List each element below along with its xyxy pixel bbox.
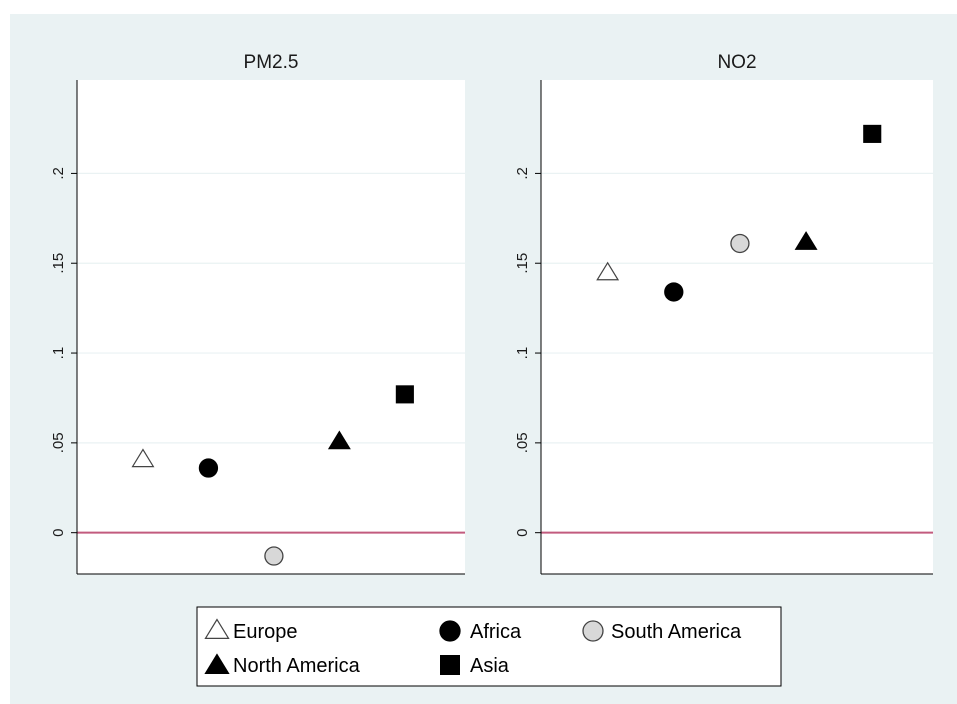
y-tick-label: .1 — [50, 347, 67, 360]
data-point-asia — [863, 124, 882, 143]
data-point-africa — [198, 458, 219, 478]
y-tick-label: .15 — [50, 253, 67, 274]
legend-marker-north-america — [204, 653, 230, 675]
legend-label: South America — [611, 621, 742, 643]
plot-area — [77, 80, 465, 574]
legend-marker-asia — [440, 655, 460, 675]
legend-marker-south-america — [582, 620, 604, 642]
y-tick-label: .15 — [514, 253, 531, 274]
y-tick-label: 0 — [514, 529, 531, 537]
data-point-north-america — [794, 231, 818, 250]
legend-marker-europe — [204, 618, 230, 640]
plot-area — [541, 80, 933, 574]
data-point-south-america — [730, 233, 750, 254]
y-tick-label: .1 — [514, 347, 531, 360]
y-tick-label: .2 — [514, 167, 531, 180]
legend-box — [196, 606, 782, 687]
data-point-africa — [664, 282, 684, 302]
data-point-europe — [596, 261, 620, 281]
y-tick-label: .05 — [50, 432, 67, 453]
data-point-europe — [131, 448, 155, 468]
y-tick-label: .05 — [514, 432, 531, 453]
legend-label: Africa — [470, 621, 522, 643]
panel-title: PM2.5 — [244, 52, 299, 73]
data-point-south-america — [264, 546, 284, 566]
chart-figure: 0 .05 .1 .15 .2 PM2.5 0 .05 .1 .15 .2 NO2 Europe Afri… — [50, 52, 933, 687]
legend-label: Asia — [470, 655, 510, 677]
y-tick-label: 0 — [50, 529, 67, 537]
y-tick-label: .2 — [50, 167, 67, 180]
figure: 0 .05 .1 .15 .2 PM2.5 0 .05 .1 .15 .2 NO2 Europe Afri… — [10, 14, 957, 704]
legend-label: North America — [233, 655, 361, 677]
legend-marker-africa — [439, 620, 461, 642]
data-point-north-america — [327, 430, 351, 450]
data-point-asia — [395, 385, 414, 404]
legend-label: Europe — [233, 621, 298, 643]
panel-title: NO2 — [717, 52, 756, 73]
